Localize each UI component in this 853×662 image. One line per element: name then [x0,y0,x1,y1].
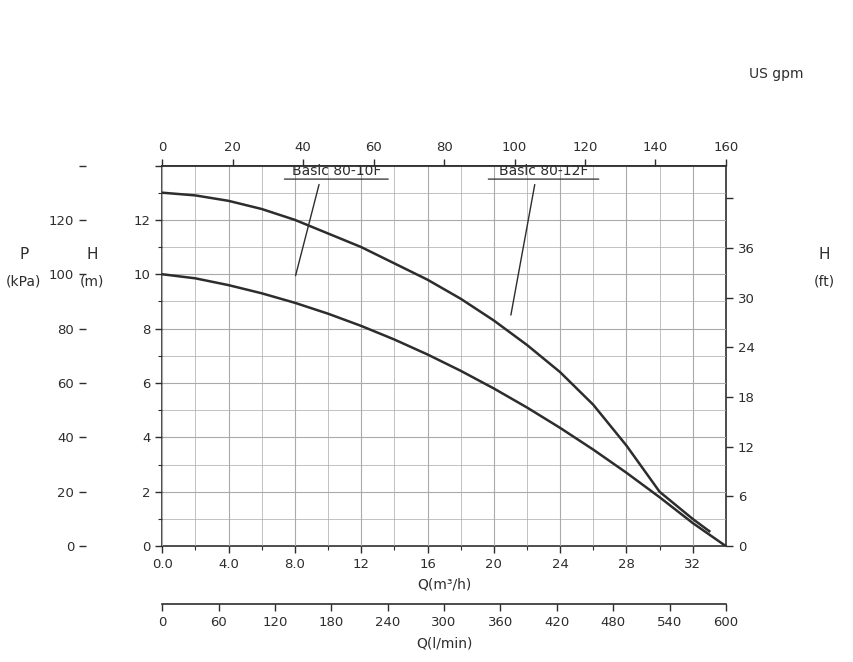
Text: (kPa): (kPa) [6,274,42,289]
Text: Basic 80-10F: Basic 80-10F [291,164,380,177]
X-axis label: Q(l/min): Q(l/min) [415,636,472,650]
Text: US gpm: US gpm [748,67,803,81]
Text: (m): (m) [80,274,104,289]
Text: H: H [86,248,98,262]
Text: H: H [817,248,829,262]
Text: P: P [20,248,28,262]
Text: (ft): (ft) [813,274,833,289]
X-axis label: Q(m³/h): Q(m³/h) [416,578,471,592]
Text: Basic 80-12F: Basic 80-12F [498,164,588,177]
